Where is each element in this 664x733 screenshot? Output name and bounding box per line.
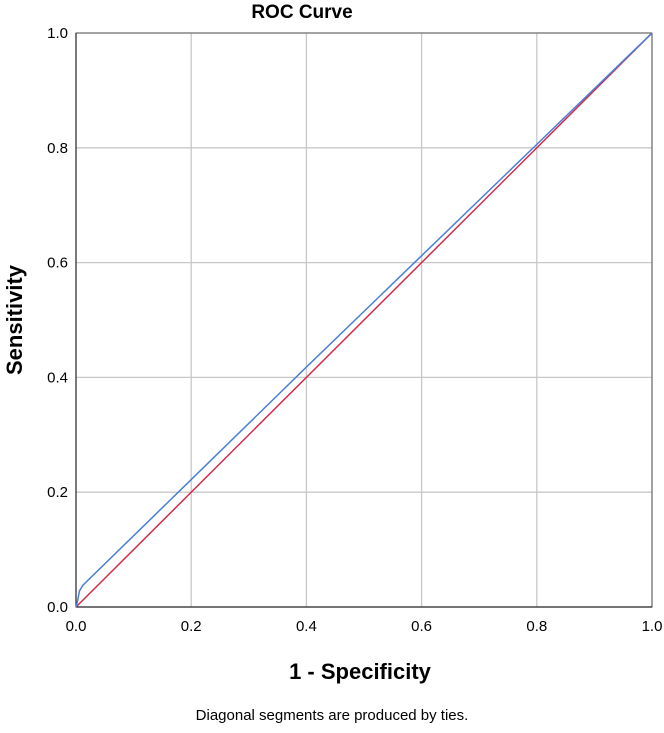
x-tick-label: 0.6 (411, 618, 432, 635)
axes (75, 32, 653, 608)
y-axis-label: Sensitivity (2, 264, 27, 375)
y-tick-label: 0.8 (47, 140, 68, 157)
footnote-wrap: Diagonal segments are produced by ties. (0, 707, 664, 724)
x-tick-label: 0.2 (181, 618, 202, 635)
y-tick-label: 0.4 (47, 369, 68, 386)
y-tick-label: 0.2 (47, 484, 68, 501)
footnote: Diagonal segments are produced by ties. (195, 707, 469, 724)
reference-line (75, 32, 653, 608)
x-tick-label: 0.4 (296, 618, 317, 635)
series-group (75, 32, 653, 608)
plot-area: 0.0 0.2 0.4 0.6 0.8 1.0 0.0 0.2 0.4 0.6 0.8 1.0 1 -… (2, 25, 662, 684)
x-tick-label: 0.0 (66, 618, 87, 635)
x-tick-label: 0.8 (526, 618, 547, 635)
y-tick-label: 0.0 (47, 599, 68, 616)
y-tick-label: 0.6 (47, 255, 68, 272)
x-axis-label: 1 - Specificity (289, 659, 432, 684)
tick-labels: 0.0 0.2 0.4 0.6 0.8 1.0 0.0 0.2 0.4 0.6 0.8 1.0 (47, 25, 662, 635)
roc-curve-line (75, 32, 653, 608)
x-tick-label: 1.0 (642, 618, 663, 635)
chart-title-wrap: ROC Curve (0, 2, 664, 24)
chart-title: ROC Curve (251, 2, 353, 23)
y-tick-label: 1.0 (47, 25, 68, 42)
